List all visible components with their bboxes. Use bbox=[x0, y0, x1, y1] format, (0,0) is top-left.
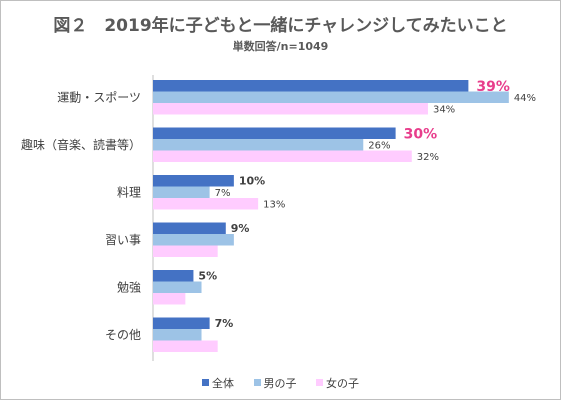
bar bbox=[153, 127, 396, 139]
legend-label: 女の子 bbox=[326, 377, 359, 390]
data-label: 32% bbox=[417, 152, 439, 163]
legend: 全体 男の子 女の子 bbox=[1, 375, 560, 391]
category-label: 趣味（音楽、読書等） bbox=[21, 137, 141, 152]
category-label: 勉強 bbox=[117, 280, 141, 294]
data-label: 34% bbox=[433, 104, 455, 115]
data-label: 5% bbox=[198, 269, 217, 282]
data-label: 44% bbox=[514, 93, 536, 104]
data-label: 39% bbox=[476, 79, 510, 95]
category-label: 運動・スポーツ bbox=[57, 90, 141, 104]
bar bbox=[153, 198, 259, 210]
legend-label: 全体 bbox=[212, 377, 234, 390]
data-label: 26% bbox=[368, 140, 390, 151]
bar bbox=[153, 91, 509, 103]
bar bbox=[153, 186, 210, 198]
legend-item: 全体 bbox=[202, 375, 234, 391]
bar bbox=[153, 103, 428, 115]
data-label: 13% bbox=[263, 199, 285, 210]
category-label: その他 bbox=[105, 328, 141, 342]
bar bbox=[153, 270, 194, 282]
legend-swatch bbox=[316, 379, 323, 386]
bar bbox=[153, 329, 202, 341]
category-label: 習い事 bbox=[105, 233, 141, 247]
bar bbox=[153, 293, 186, 305]
data-label: 7% bbox=[215, 188, 231, 199]
bar bbox=[153, 222, 226, 234]
bar bbox=[153, 245, 218, 257]
legend-item: 男の子 bbox=[253, 375, 297, 391]
bar bbox=[153, 150, 412, 162]
bar bbox=[153, 139, 364, 151]
chart-title: 図２ 2019年に子どもと一緒にチャレンジしてみたいこと bbox=[53, 16, 508, 36]
bar bbox=[153, 175, 234, 187]
legend-swatch bbox=[202, 379, 209, 386]
category-label: 料理 bbox=[117, 185, 141, 199]
data-labels: 39% 44% 34% 30% 26% 32% 10% 7% 13% 9% 5% 7% bbox=[198, 79, 536, 330]
bar bbox=[153, 281, 202, 293]
data-label: 30% bbox=[404, 126, 438, 142]
legend-label: 男の子 bbox=[263, 377, 297, 390]
bar bbox=[153, 317, 210, 329]
data-label: 7% bbox=[215, 317, 234, 330]
legend-item: 女の子 bbox=[316, 375, 359, 391]
data-label: 10% bbox=[239, 174, 265, 187]
data-label: 9% bbox=[231, 222, 250, 235]
legend-swatch bbox=[253, 379, 261, 386]
chart-subtitle: 単数回答/n=1049 bbox=[232, 40, 329, 53]
bar bbox=[153, 340, 218, 352]
bar bbox=[153, 80, 469, 92]
bar bbox=[153, 234, 234, 246]
bars bbox=[153, 80, 509, 352]
